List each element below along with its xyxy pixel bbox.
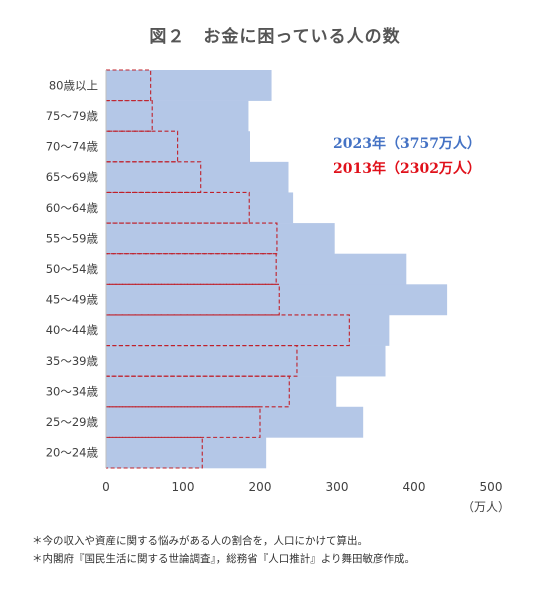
- y-tick-label: 55〜59歳: [46, 231, 99, 245]
- bar-2023: [106, 406, 364, 438]
- y-tick-label: 40〜44歳: [46, 323, 99, 337]
- y-tick-label: 30〜34歳: [46, 384, 99, 398]
- x-tick-label: 100: [172, 480, 195, 494]
- x-tick-label: 200: [249, 480, 272, 494]
- y-tick-label: 35〜39歳: [46, 354, 99, 368]
- bar-2023: [106, 345, 386, 377]
- bar-2013: [106, 253, 277, 285]
- legend-2013: 2013年（2302万人）: [333, 161, 481, 177]
- y-tick-label: 50〜54歳: [46, 262, 99, 276]
- footnote-source: ＊内閣府『国民生活に関する世論調査』，総務省『人口推計』より舞田敏彦作成。: [32, 553, 416, 565]
- bar-2023: [106, 161, 289, 193]
- y-tick-label: 70〜74歳: [46, 140, 99, 154]
- y-tick-label: 20〜24歳: [46, 446, 99, 460]
- x-tick-label: 300: [326, 480, 349, 494]
- bar-2023: [106, 376, 337, 408]
- bar-2013: [106, 283, 280, 316]
- x-tick-label: 400: [403, 480, 426, 494]
- bar-2013: [106, 191, 250, 224]
- bar-2023: [106, 223, 335, 254]
- y-tick-label: 25〜29歳: [46, 415, 99, 429]
- bar-2023: [106, 314, 390, 346]
- bar-2013: [106, 436, 203, 469]
- x-tick-label: 0: [102, 480, 110, 494]
- y-tick-label: 80歳以上: [49, 78, 98, 92]
- y-tick-label: 45〜49歳: [46, 293, 99, 307]
- bar-2023: [106, 253, 407, 285]
- y-tick-label: 75〜79歳: [46, 109, 99, 123]
- bar-2023: [106, 100, 249, 132]
- bar-2023: [106, 284, 448, 316]
- legend-2023: 2023年（3757万人）: [333, 136, 481, 152]
- bar-2023: [106, 437, 267, 469]
- y-tick-label: 60〜64歳: [46, 201, 99, 215]
- footnote-method: ＊今の収入や資産に関する悩みがある人の割合を，人口にかけて算出。: [32, 535, 368, 547]
- y-tick-label: 65〜69歳: [46, 170, 99, 184]
- chart-title: 図２ お金に困っている人の数: [149, 27, 401, 47]
- x-axis-unit-label: （万人）: [462, 500, 511, 514]
- x-tick-label: 500: [480, 480, 503, 494]
- bar-2023: [106, 70, 272, 101]
- bar-2013: [106, 406, 261, 438]
- bar-2023: [106, 192, 294, 224]
